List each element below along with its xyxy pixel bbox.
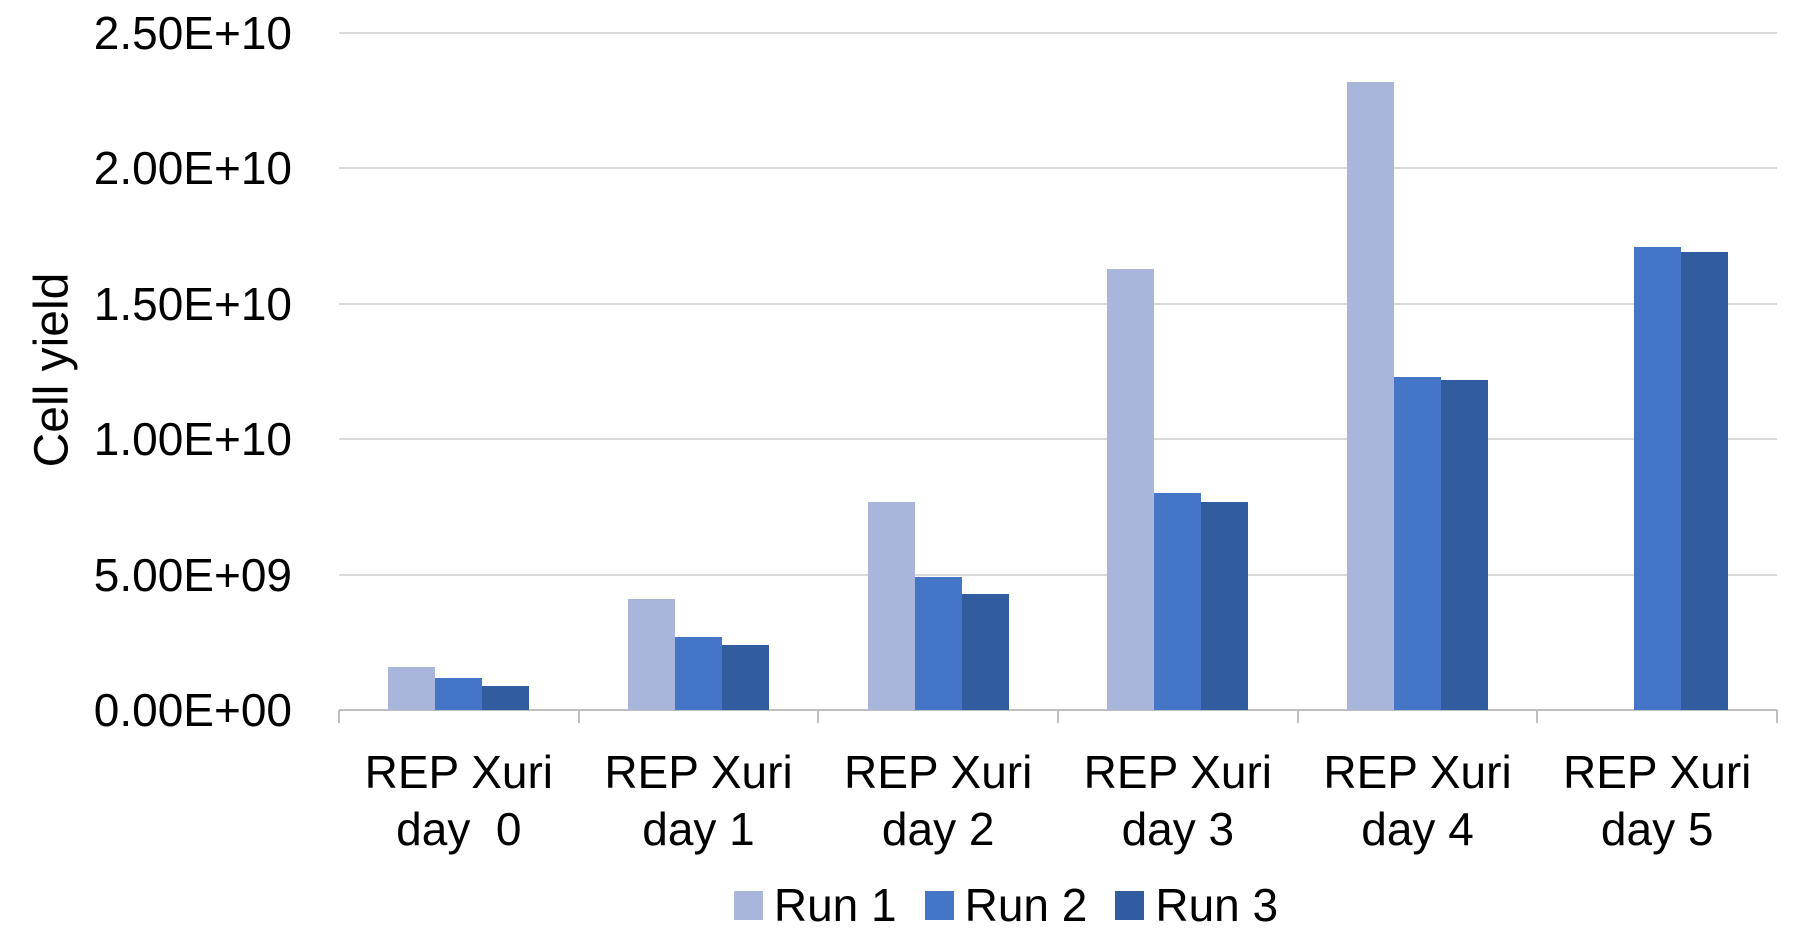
y-tick-label: 1.00E+10 xyxy=(93,413,292,466)
x-axis-tick xyxy=(577,710,580,723)
y-tick-label: 1.50E+10 xyxy=(93,277,292,330)
category-group-day-2 xyxy=(818,33,1058,710)
category-group-day-1 xyxy=(579,33,819,710)
x-axis-category-labels: REP Xuri day 0 REP Xuri day 1 REP Xuri day… xyxy=(339,744,1777,858)
gridline-1.00E+10 xyxy=(339,438,1777,441)
y-tick-label: 2.50E+10 xyxy=(93,7,292,59)
bar-run-1-day-0 xyxy=(388,666,436,710)
legend-swatch-icon xyxy=(733,890,763,920)
legend-swatch-icon xyxy=(924,890,954,920)
x-category-label: REP Xuri day 4 xyxy=(1323,746,1512,855)
bar-run-3-day-2 xyxy=(961,593,1009,710)
y-tick-label: 0.00E+00 xyxy=(93,684,292,736)
x-axis-tick xyxy=(1296,710,1299,723)
gridline-1.50E+10 xyxy=(339,302,1777,305)
legend-swatch-icon xyxy=(1115,890,1145,920)
x-category-label: REP Xuri day 3 xyxy=(1083,746,1273,855)
legend-item-run-3: Run 3 xyxy=(1115,879,1278,931)
bar-run-2-day-5 xyxy=(1633,246,1681,710)
gridlines-layer xyxy=(339,32,1777,711)
x-axis-tick xyxy=(1536,710,1539,723)
bar-run-1-day-1 xyxy=(628,599,675,710)
x-axis-tick xyxy=(338,710,340,723)
bar-run-2-day-3 xyxy=(1154,493,1202,710)
bar-run-3-day-5 xyxy=(1680,252,1728,710)
category-group-day-5 xyxy=(1537,33,1777,710)
y-axis-tick-labels: 0.00E+00 5.00E+09 1.00E+10 1.50E+10 2.00E+10… xyxy=(0,0,292,944)
gridline-0.00E+00 xyxy=(339,709,1777,711)
bars-layer xyxy=(339,33,1777,710)
legend-label: Run 2 xyxy=(964,879,1088,931)
legend-label: Run 1 xyxy=(773,879,897,931)
x-axis-tick xyxy=(817,710,820,723)
bar-run-1-day-3 xyxy=(1107,268,1155,710)
gridline-2.00E+10 xyxy=(339,167,1777,170)
bar-run-2-day-2 xyxy=(914,577,962,710)
y-tick-label: 5.00E+09 xyxy=(93,548,292,601)
category-group-day-3 xyxy=(1058,33,1298,710)
bar-run-1-day-4 xyxy=(1347,81,1395,710)
x-category-label: REP Xuri day 0 xyxy=(364,746,553,855)
legend-item-run-2: Run 2 xyxy=(924,879,1088,931)
x-category-label: REP Xuri day 1 xyxy=(604,746,793,855)
x-axis-tick xyxy=(1057,710,1059,723)
bar-run-3-day-4 xyxy=(1441,379,1489,710)
y-tick-label: 2.00E+10 xyxy=(93,142,292,195)
bar-run-3-day-0 xyxy=(482,685,530,710)
gridline-2.50E+10 xyxy=(339,32,1777,34)
category-group-day-0 xyxy=(339,33,579,710)
legend-label: Run 3 xyxy=(1155,879,1279,931)
legend-item-run-1: Run 1 xyxy=(733,879,897,931)
x-category-label: REP Xuri day 2 xyxy=(844,746,1033,855)
x-category-label: REP Xuri day 5 xyxy=(1563,746,1752,855)
bar-run-2-day-4 xyxy=(1394,376,1442,710)
bar-run-2-day-1 xyxy=(675,636,722,710)
bar-run-3-day-3 xyxy=(1201,501,1249,710)
bar-run-2-day-0 xyxy=(435,677,483,710)
legend: Run 1 Run 2 Run 3 xyxy=(287,879,1725,931)
bar-run-3-day-1 xyxy=(722,645,769,710)
plot-area xyxy=(339,32,1777,711)
category-group-day-4 xyxy=(1298,33,1538,710)
gridline-5.00E+09 xyxy=(339,573,1777,576)
bar-run-1-day-2 xyxy=(867,501,915,710)
x-axis-tick xyxy=(1776,710,1778,723)
